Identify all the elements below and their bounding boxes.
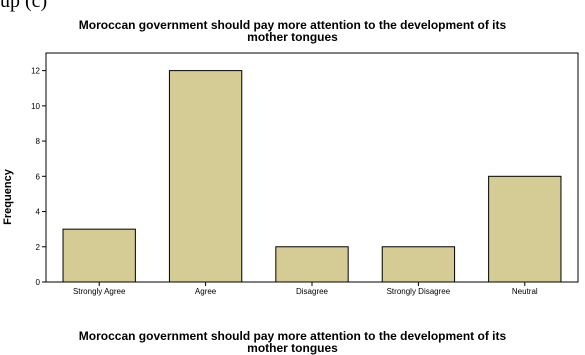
y-tick-label: 2: [36, 243, 41, 252]
bar-neutral: [488, 175, 562, 283]
y-tick-label: 6: [36, 172, 41, 181]
bar-agree: [168, 70, 243, 283]
x-tick-label: Neutral: [512, 287, 538, 296]
chart-title-line-2: mother tongues: [247, 30, 338, 44]
bar-strongly-disagree: [381, 246, 456, 283]
bar-disagree: [275, 246, 349, 283]
y-tick-label: 10: [31, 102, 40, 111]
y-tick-label: 4: [36, 208, 41, 217]
x-tick-label: Disagree: [296, 287, 329, 296]
x-axis-label-line-1: Moroccan government should pay more atte…: [78, 329, 507, 343]
bar-strongly-agree: [62, 228, 136, 283]
x-axis-label-line-2: mother tongues: [247, 341, 338, 355]
x-tick-label: Strongly Agree: [73, 287, 126, 296]
y-tick-label: 8: [36, 137, 41, 146]
x-tick-label: Agree: [195, 287, 217, 296]
y-tick-label: 0: [36, 278, 41, 287]
y-axis-label: Frequency: [2, 169, 14, 225]
x-tick-label: Strongly Disagree: [387, 287, 451, 296]
y-tick-label: 12: [31, 67, 40, 76]
partial-caption: up (c): [0, 0, 48, 12]
chart-title-line-1: Moroccan government should pay more atte…: [78, 18, 507, 32]
